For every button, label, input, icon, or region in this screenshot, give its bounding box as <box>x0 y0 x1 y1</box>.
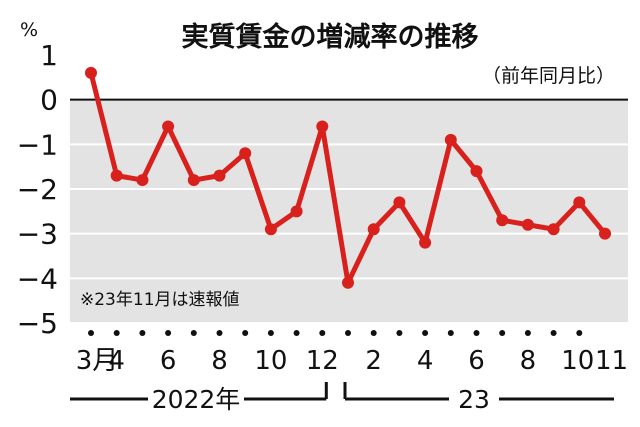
y-tick-label: −4 <box>17 262 58 295</box>
data-point <box>521 218 534 231</box>
x-tick-dot <box>319 330 326 336</box>
x-tick-label: 3月 <box>76 346 119 376</box>
data-point <box>239 147 252 160</box>
y-tick-label: −2 <box>17 173 58 206</box>
x-tick-label: 6 <box>468 346 485 376</box>
x-tick-label: 8 <box>520 346 537 376</box>
data-points <box>85 66 611 289</box>
data-point <box>367 223 380 236</box>
data-point <box>110 169 123 182</box>
data-point <box>162 120 175 133</box>
x-tick-dot <box>422 330 429 336</box>
y-tick-label: 1 <box>40 39 58 72</box>
y-axis: 1 0 −1 −2 −3 −4 −5 <box>17 39 58 340</box>
data-point <box>599 227 611 240</box>
plot-area: ※23年11月は速報値 <box>70 54 628 324</box>
x-tick-label: 10 <box>561 346 594 376</box>
year-label: 2022年 <box>152 385 241 414</box>
y-axis-unit: % <box>20 19 38 41</box>
x-tick-dot <box>88 330 94 336</box>
x-tick-label: 4 <box>108 346 125 376</box>
x-tick-dot <box>576 330 583 336</box>
y-tick-label: −1 <box>17 128 58 161</box>
x-tick-dot <box>165 330 172 336</box>
data-point <box>85 66 97 79</box>
y-tick-label: −5 <box>17 307 58 340</box>
x-tick-dot <box>396 330 403 336</box>
gridlines <box>70 54 628 324</box>
x-tick-dot <box>499 330 506 336</box>
x-tick-label: 4 <box>417 346 434 376</box>
x-tick-dot <box>550 330 557 336</box>
data-point <box>547 223 560 236</box>
x-tick-label: 2 <box>365 346 382 376</box>
chart-title: 実質賃金の増減率の推移 <box>182 21 479 53</box>
year-groups: 2022年 23 <box>70 382 614 414</box>
data-point <box>290 205 303 218</box>
chart-subtitle: （前年同月比） <box>482 65 615 87</box>
x-tick-dot <box>345 330 351 336</box>
data-point <box>316 120 329 133</box>
x-tick-dot <box>473 330 480 336</box>
data-point <box>573 196 586 209</box>
data-point <box>496 214 509 227</box>
x-tick-dot <box>524 330 531 336</box>
chart-note: ※23年11月は速報値 <box>80 290 240 310</box>
x-tick-label: 10 <box>254 346 287 376</box>
data-point <box>393 196 406 209</box>
x-tick-label: 8 <box>211 346 228 376</box>
y-tick-label: 0 <box>40 84 58 117</box>
x-tick-dot <box>216 330 223 336</box>
x-tick-dot <box>267 330 274 336</box>
data-point <box>419 236 432 249</box>
year-label: 23 <box>458 385 490 414</box>
x-tick-label: 12 <box>306 346 339 376</box>
x-tick-label: 11 <box>595 346 628 376</box>
data-point <box>213 169 226 182</box>
data-point <box>136 174 149 187</box>
x-tick-dot <box>370 330 377 336</box>
data-point <box>187 174 200 187</box>
x-tick-dot <box>139 330 146 336</box>
data-point <box>342 276 354 289</box>
x-tick-dot <box>447 330 454 336</box>
y-tick-label: −3 <box>17 218 58 251</box>
data-point <box>264 223 277 236</box>
x-tick-dot <box>113 330 120 336</box>
data-point <box>470 165 483 178</box>
x-tick-dot <box>190 330 197 336</box>
x-tick-dot <box>293 330 300 336</box>
x-tick-label: 6 <box>160 346 177 376</box>
x-axis: 3月4 6 8 10 12 2 4 6 8 10 11 <box>76 330 628 376</box>
x-tick-dot <box>242 330 249 336</box>
data-point <box>444 133 457 146</box>
